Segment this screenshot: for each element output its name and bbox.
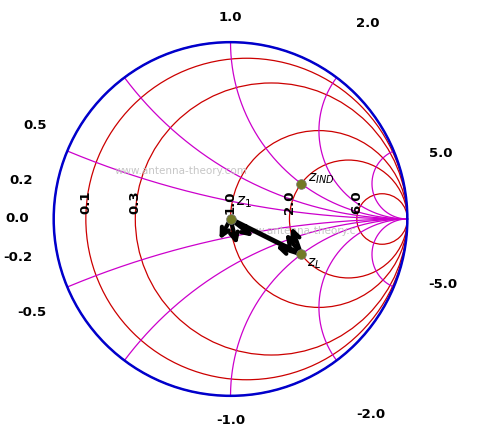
Text: $z_L$: $z_L$ <box>307 257 321 271</box>
Text: -0.5: -0.5 <box>17 306 47 319</box>
Text: 0.0: 0.0 <box>5 212 29 226</box>
Text: 2.0: 2.0 <box>356 17 380 30</box>
Text: 0.1: 0.1 <box>79 190 92 214</box>
Text: -5.0: -5.0 <box>428 278 458 291</box>
Text: 1.0: 1.0 <box>224 190 237 214</box>
Text: 5.0: 5.0 <box>428 147 452 160</box>
Text: $z_1$: $z_1$ <box>236 194 252 209</box>
Text: 0.5: 0.5 <box>23 119 47 132</box>
Text: 0.3: 0.3 <box>129 190 142 214</box>
Text: 6.0: 6.0 <box>350 190 363 214</box>
Text: 0.2: 0.2 <box>9 173 32 187</box>
Text: $z_{IND}$: $z_{IND}$ <box>308 172 335 186</box>
Text: -0.2: -0.2 <box>3 251 32 265</box>
Text: www.antenna-theory.com: www.antenna-theory.com <box>114 166 247 176</box>
Text: -2.0: -2.0 <box>356 408 385 421</box>
Text: -1.0: -1.0 <box>216 413 245 427</box>
Text: 1.0: 1.0 <box>219 11 242 25</box>
Text: 2.0: 2.0 <box>283 190 296 214</box>
Text: www.antenna-theory.c: www.antenna-theory.c <box>240 226 356 237</box>
